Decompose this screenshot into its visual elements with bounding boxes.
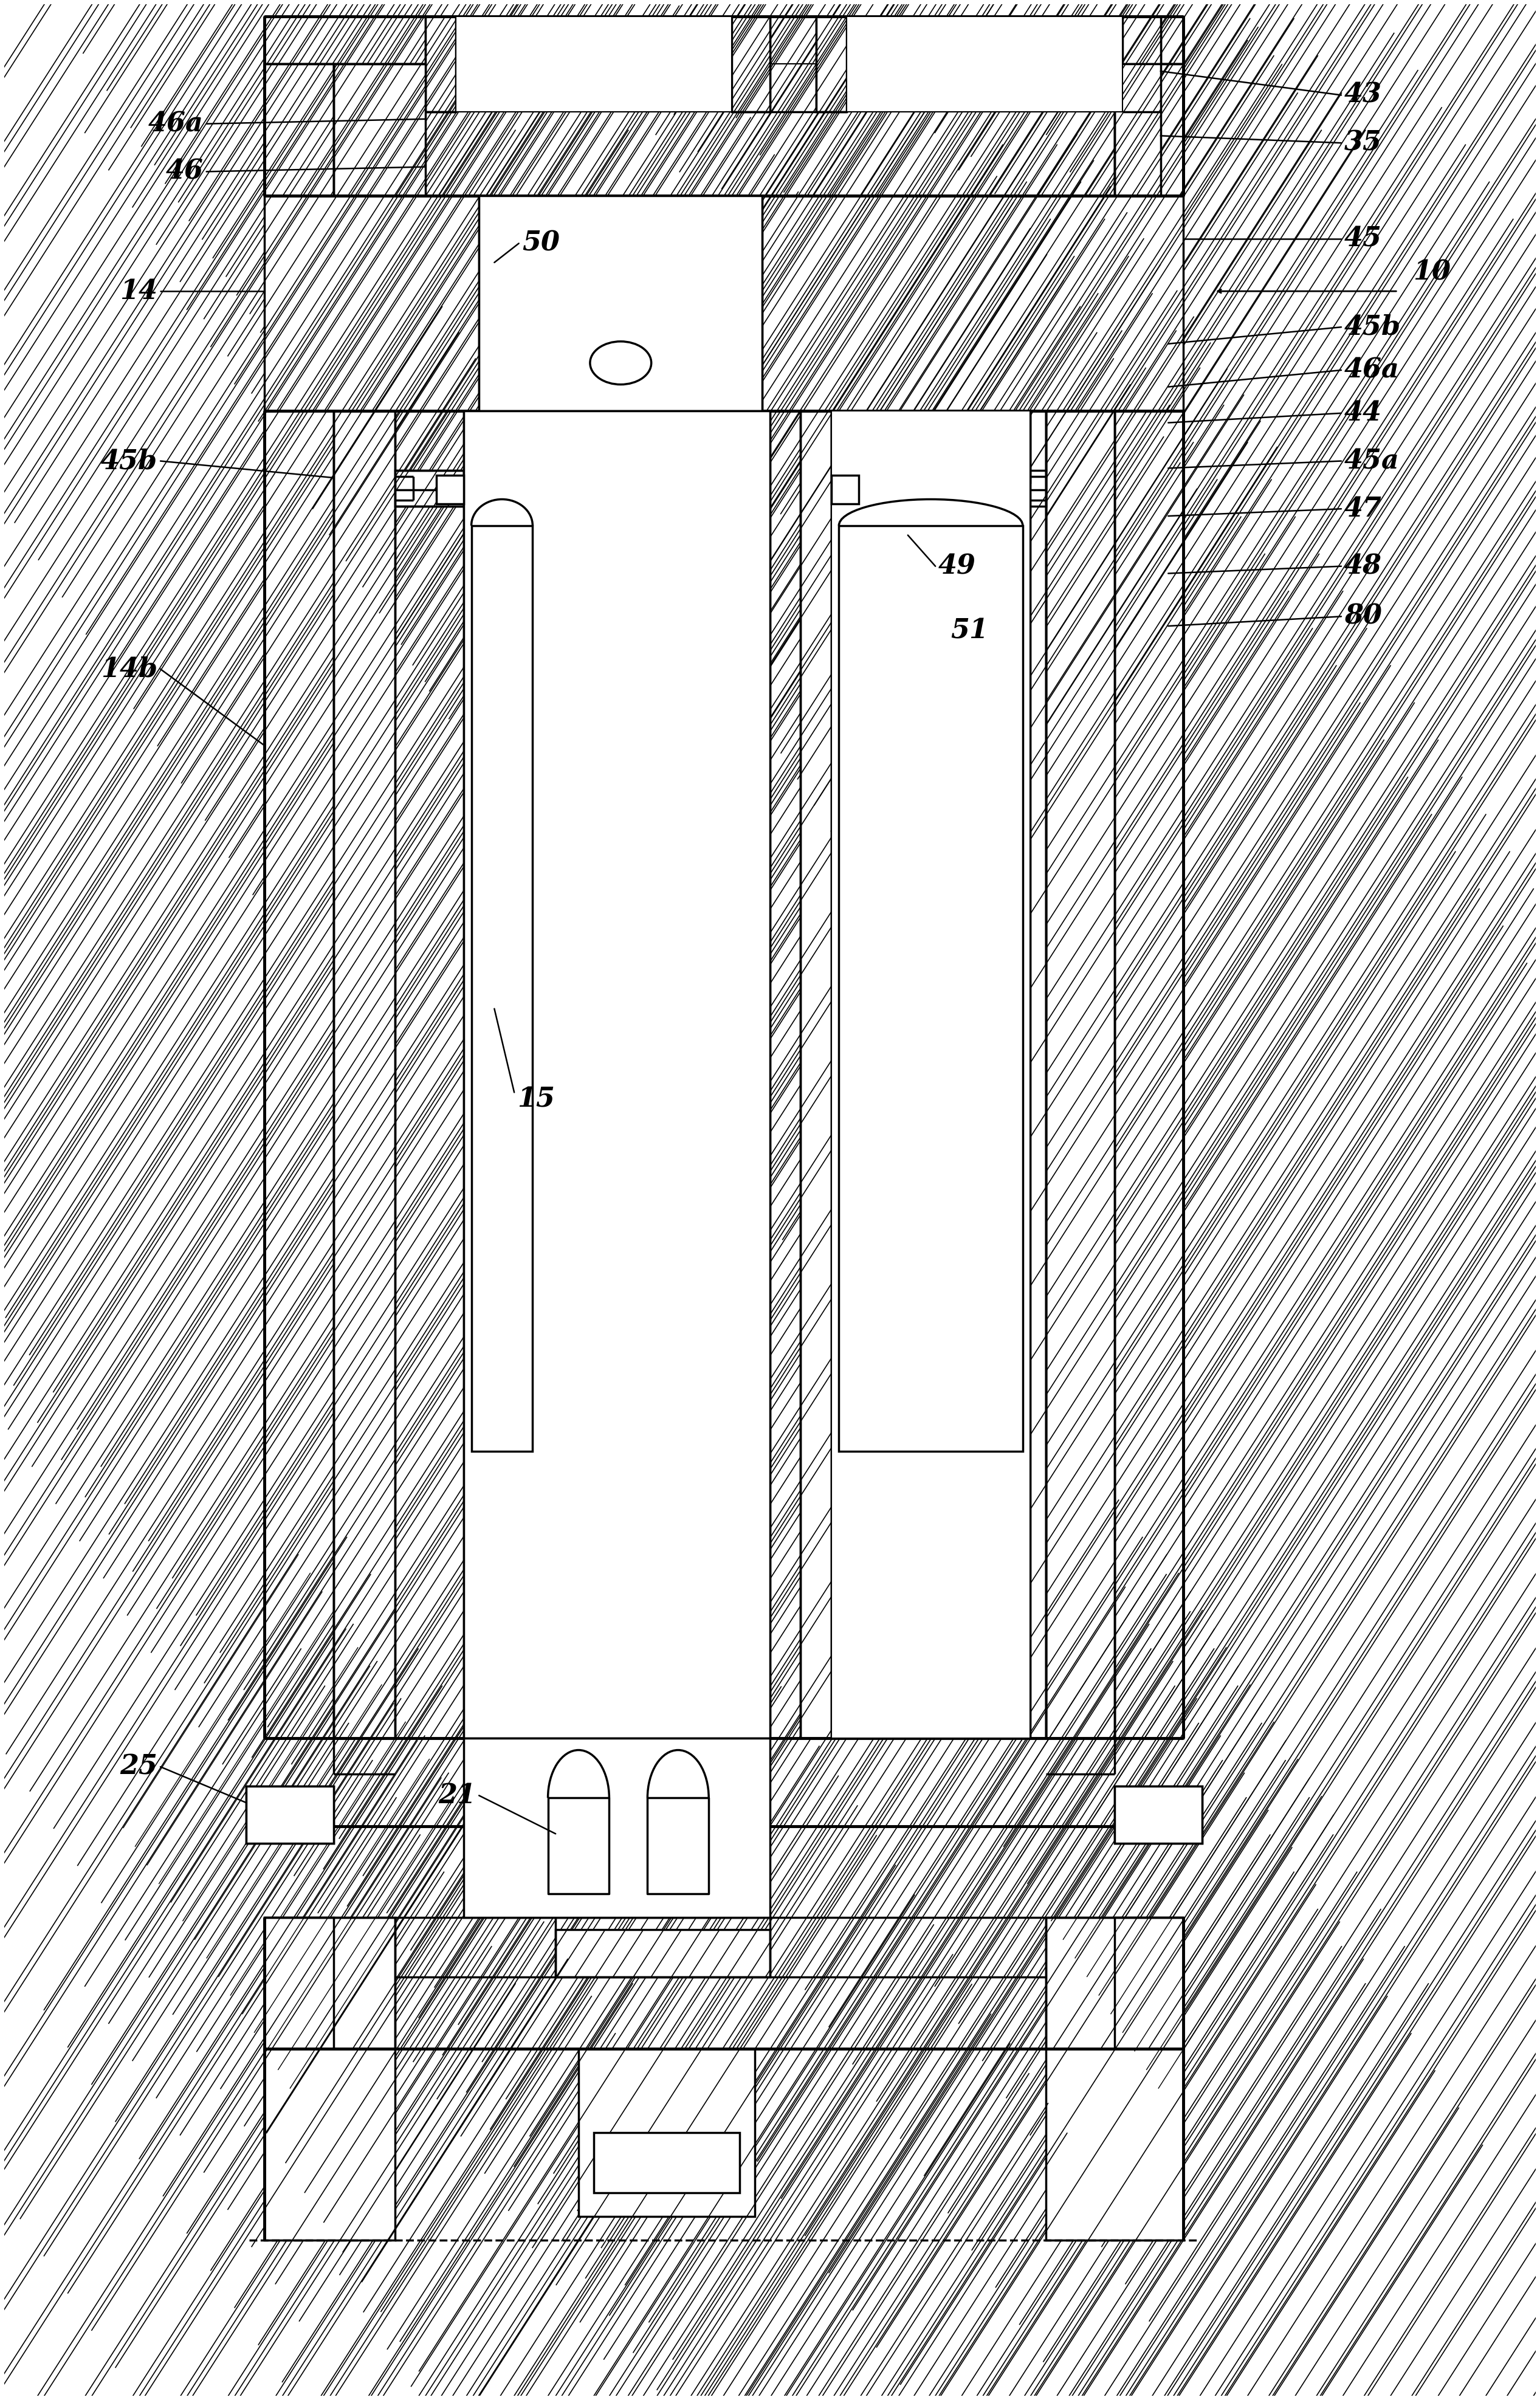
Bar: [832, 475, 859, 504]
Ellipse shape: [590, 341, 651, 384]
Bar: [334, 65, 425, 194]
Bar: [479, 194, 762, 410]
Text: 10: 10: [1414, 259, 1451, 286]
Text: 15: 15: [517, 1087, 554, 1114]
Bar: [801, 410, 832, 1738]
Bar: [1161, 17, 1184, 65]
Text: 48: 48: [1344, 552, 1381, 578]
Text: 51: 51: [950, 617, 989, 643]
Bar: [246, 1786, 334, 1843]
Text: 46: 46: [166, 158, 203, 185]
Bar: [762, 194, 1184, 410]
Bar: [647, 1798, 708, 1894]
Bar: [1046, 1918, 1184, 2050]
Bar: [1046, 2050, 1184, 2239]
Bar: [832, 410, 1030, 482]
Bar: [847, 17, 1123, 113]
Text: 47: 47: [1344, 497, 1381, 521]
Bar: [548, 1798, 610, 1894]
Text: 45: 45: [1344, 226, 1381, 252]
Bar: [249, 0, 1198, 2275]
Bar: [246, 1786, 334, 1843]
Text: 43: 43: [1344, 82, 1381, 108]
Text: 45b: 45b: [1344, 314, 1401, 341]
Bar: [579, 2050, 755, 2218]
Bar: [471, 526, 533, 1452]
Bar: [394, 470, 464, 506]
Polygon shape: [556, 1930, 770, 1978]
Bar: [265, 2050, 394, 2239]
Text: 14: 14: [120, 278, 157, 305]
Bar: [464, 410, 770, 1738]
Text: 49: 49: [938, 552, 976, 578]
Bar: [1115, 1918, 1184, 2050]
Bar: [594, 2134, 739, 2194]
Bar: [265, 17, 425, 65]
Text: 35: 35: [1344, 130, 1381, 156]
Bar: [915, 470, 1046, 506]
Bar: [464, 1738, 770, 1918]
Bar: [1115, 65, 1184, 194]
Bar: [832, 410, 1030, 1738]
Text: 25: 25: [120, 1754, 157, 1781]
Bar: [770, 17, 816, 113]
Bar: [265, 410, 334, 1738]
Bar: [425, 17, 456, 113]
Text: 21: 21: [439, 1783, 476, 1810]
Bar: [1115, 410, 1184, 1738]
Bar: [1115, 1786, 1201, 1843]
Bar: [1123, 17, 1161, 113]
Bar: [1115, 65, 1161, 194]
Bar: [1030, 410, 1046, 1738]
Bar: [265, 194, 479, 410]
Bar: [265, 65, 334, 194]
Bar: [436, 475, 464, 504]
Bar: [334, 410, 394, 1738]
Text: 44: 44: [1344, 401, 1381, 427]
Bar: [1046, 410, 1115, 1738]
Bar: [265, 1918, 334, 2050]
Text: 80: 80: [1344, 602, 1381, 629]
Text: 45a: 45a: [1344, 449, 1400, 475]
Bar: [456, 17, 731, 113]
Bar: [1115, 1786, 1201, 1843]
Bar: [816, 17, 847, 113]
Text: 45b: 45b: [100, 449, 157, 475]
Text: 46a: 46a: [1344, 358, 1400, 384]
Bar: [839, 526, 1023, 1452]
Text: 14b: 14b: [100, 655, 157, 682]
Text: 50: 50: [522, 230, 559, 257]
Bar: [731, 17, 770, 113]
Text: 46a: 46a: [148, 110, 203, 137]
Bar: [265, 1918, 394, 2050]
